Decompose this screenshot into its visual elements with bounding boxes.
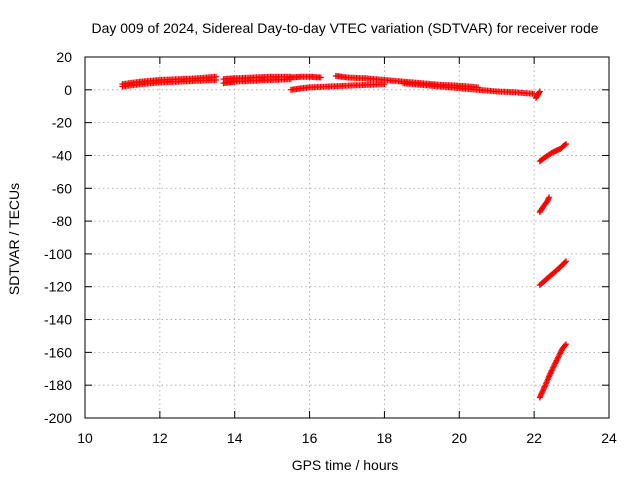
data-series-segment: [287, 81, 388, 93]
plot-frame: [84, 56, 610, 419]
y-tick-label: -60: [52, 180, 72, 196]
y-tick-label: -100: [44, 246, 72, 262]
data-series-segment: [287, 73, 324, 81]
data-series-segment: [536, 341, 569, 401]
y-tick-label: -40: [52, 147, 72, 163]
x-tick-label: 12: [152, 430, 168, 446]
axis-ticks: 10 12 14 16 18 20 22 24 20 0 -20 -40 -60 -80 -100 -120 -…: [44, 49, 617, 446]
chart-title: Day 009 of 2024, Sidereal Day-to-day VTE…: [91, 20, 598, 36]
data-series-segment: [533, 88, 543, 101]
y-tick-label: 20: [56, 49, 72, 65]
y-tick-label: -200: [44, 410, 72, 426]
grid-lines: [85, 57, 609, 418]
y-tick-label: -20: [52, 115, 72, 131]
data-series-segment: [220, 73, 294, 83]
x-tick-label: 22: [526, 430, 542, 446]
data-series-segment: [119, 73, 219, 88]
y-axis-label: SDTVAR / TECUs: [6, 183, 22, 295]
x-tick-label: 18: [377, 430, 393, 446]
y-tick-label: -120: [44, 279, 72, 295]
x-tick-label: 10: [77, 430, 93, 446]
y-tick-label: -140: [44, 312, 72, 328]
x-tick-label: 14: [227, 430, 243, 446]
data-series-segment: [400, 80, 538, 97]
data-points: [119, 72, 569, 401]
x-tick-label: 16: [302, 430, 318, 446]
y-tick-label: -180: [44, 377, 72, 393]
y-tick-label: 0: [64, 82, 72, 98]
data-series-segment: [536, 141, 569, 165]
x-tick-label: 20: [451, 430, 467, 446]
y-tick-label: -160: [44, 344, 72, 360]
x-axis-label: GPS time / hours: [292, 457, 399, 473]
x-tick-label: 24: [601, 430, 617, 446]
data-series-segment: [536, 258, 569, 289]
data-series-segment: [536, 194, 553, 216]
y-tick-label: -80: [52, 213, 72, 229]
